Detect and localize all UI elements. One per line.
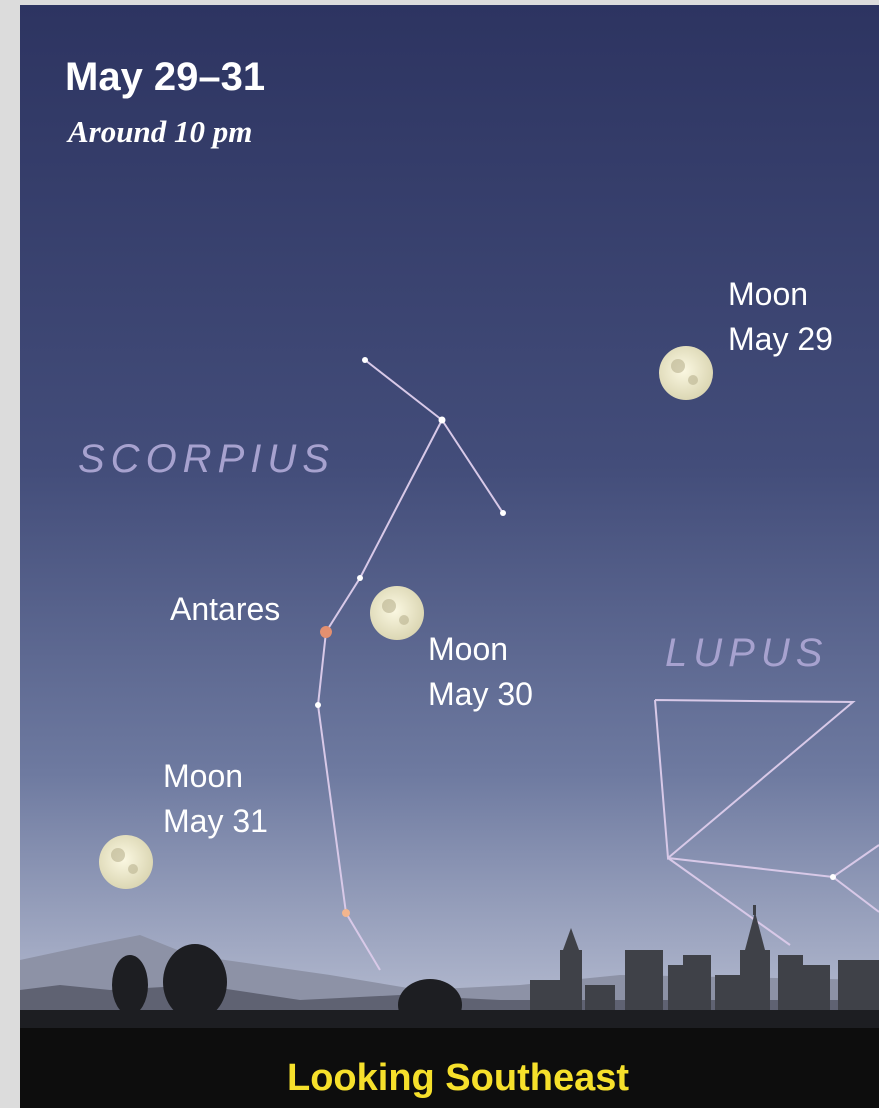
moon-label: Moon bbox=[163, 758, 243, 794]
moon-date: May 31 bbox=[163, 803, 268, 839]
page: May 29–31 Around 10 pm SCORPIUS LUPUS An… bbox=[0, 0, 879, 1108]
subtitle: Around 10 pm bbox=[66, 114, 252, 149]
moon-label: Moon bbox=[728, 276, 808, 312]
footer-label: Looking Southeast bbox=[287, 1057, 629, 1099]
moon-label: Moon bbox=[428, 631, 508, 667]
lupus-star bbox=[830, 874, 836, 880]
moon-date: May 30 bbox=[428, 676, 533, 712]
constellation-label: SCORPIUS bbox=[78, 437, 335, 481]
star-label: Antares bbox=[170, 591, 280, 627]
constellation-label: LUPUS bbox=[665, 631, 828, 675]
moon-date: May 29 bbox=[728, 321, 833, 357]
title: May 29–31 bbox=[65, 55, 265, 99]
sky-chart: May 29–31 Around 10 pm SCORPIUS LUPUS An… bbox=[0, 0, 879, 1108]
